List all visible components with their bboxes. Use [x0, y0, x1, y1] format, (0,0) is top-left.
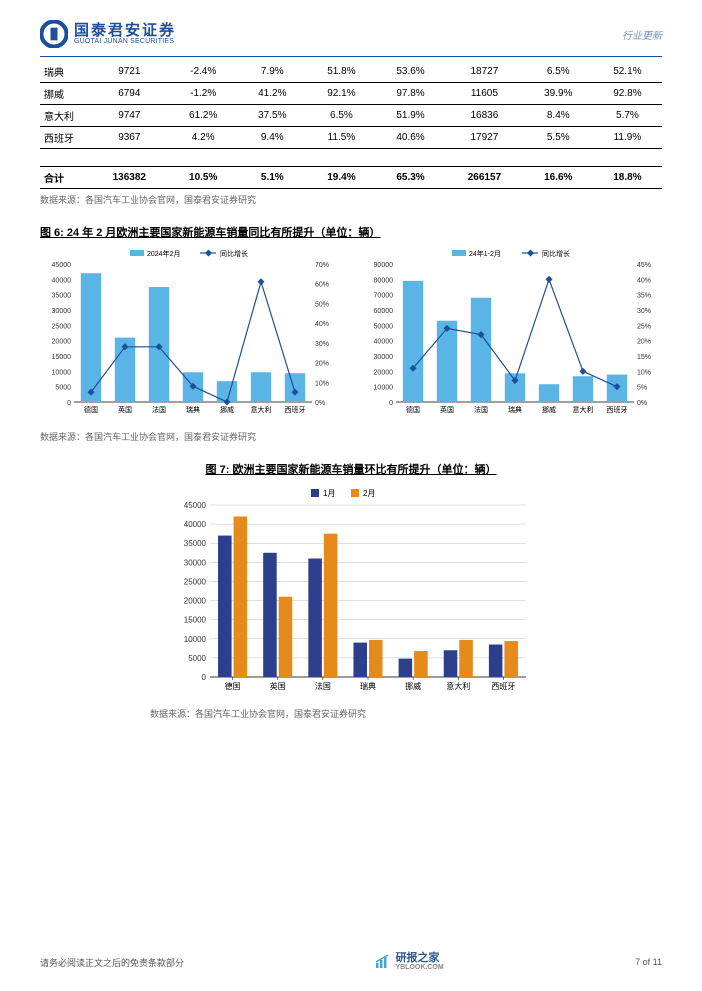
svg-text:0: 0	[202, 673, 207, 682]
svg-text:挪威: 挪威	[405, 681, 421, 691]
svg-text:法国: 法国	[315, 681, 331, 691]
svg-text:10000: 10000	[52, 369, 72, 376]
fig7-source: 数据来源：各国汽车工业协会官网，国泰君安证券研究	[150, 707, 662, 720]
logo-text-en: GUOTAI JUNAN SECURITIES	[74, 38, 176, 45]
fig6-title: 图 6: 24 年 2 月欧洲主要国家新能源车销量同比有所提升（单位：辆）	[40, 224, 662, 240]
svg-text:20%: 20%	[315, 361, 329, 368]
fig6-source: 数据来源：各国汽车工业协会官网，国泰君安证券研究	[40, 430, 662, 443]
svg-text:德国: 德国	[406, 405, 420, 414]
svg-text:意大利: 意大利	[251, 405, 272, 414]
svg-text:24年1-2月: 24年1-2月	[469, 249, 501, 258]
footer-disclaimer: 请务必阅读正文之后的免责条款部分	[40, 956, 184, 969]
svg-text:英国: 英国	[118, 405, 132, 414]
svg-text:0%: 0%	[315, 400, 325, 407]
svg-text:同比增长: 同比增长	[542, 249, 570, 258]
svg-text:45000: 45000	[52, 262, 72, 269]
svg-text:德国: 德国	[225, 681, 241, 691]
svg-text:2024年2月: 2024年2月	[147, 249, 180, 258]
svg-text:45%: 45%	[637, 262, 651, 269]
svg-text:瑞典: 瑞典	[360, 681, 376, 691]
svg-text:挪威: 挪威	[220, 405, 234, 414]
svg-text:意大利: 意大利	[446, 681, 470, 691]
svg-text:5%: 5%	[637, 385, 647, 392]
svg-text:1月: 1月	[323, 489, 335, 498]
fig6-chart-right: 0 10000 20000 30000 40000 50000 60000 70000 8000…	[362, 246, 662, 426]
page-number: 7 of 11	[635, 957, 662, 967]
svg-text:法国: 法国	[474, 405, 488, 414]
svg-text:35000: 35000	[52, 293, 72, 300]
svg-text:50000: 50000	[374, 323, 394, 330]
svg-text:挪威: 挪威	[542, 405, 556, 414]
svg-text:德国: 德国	[84, 405, 98, 414]
svg-text:0: 0	[67, 400, 71, 407]
svg-text:20000: 20000	[184, 597, 207, 606]
svg-text:法国: 法国	[152, 405, 166, 414]
svg-text:30%: 30%	[637, 308, 651, 315]
logo-text-cn: 国泰君安证券	[74, 23, 176, 38]
svg-text:70%: 70%	[315, 262, 329, 269]
svg-text:30000: 30000	[184, 558, 207, 567]
svg-text:30000: 30000	[52, 308, 72, 315]
table-row: 意大利974761.2%37.5%6.5%51.9%168368.4%5.7%	[40, 105, 662, 127]
table-total-row: 合计13638210.5%5.1%19.4%65.3%26615716.6%18…	[40, 167, 662, 189]
svg-text:10%: 10%	[637, 369, 651, 376]
svg-text:30%: 30%	[315, 341, 329, 348]
svg-text:40%: 40%	[637, 277, 651, 284]
fig7-title: 图 7: 欧洲主要国家新能源车销量环比有所提升（单位：辆）	[40, 461, 662, 477]
svg-text:40000: 40000	[184, 520, 207, 529]
svg-text:10%: 10%	[315, 380, 329, 387]
svg-text:60%: 60%	[315, 282, 329, 289]
svg-text:5000: 5000	[55, 385, 71, 392]
header-tag: 行业更新	[622, 27, 662, 42]
svg-text:5000: 5000	[188, 654, 206, 663]
svg-text:45000: 45000	[184, 501, 207, 510]
svg-text:西班牙: 西班牙	[607, 405, 628, 414]
svg-text:35000: 35000	[184, 539, 207, 548]
svg-text:25000: 25000	[184, 577, 207, 586]
footer-brand: 研报之家 YBLOOK.COM	[375, 953, 443, 971]
svg-text:英国: 英国	[270, 681, 286, 691]
table-row: 西班牙93674.2%9.4%11.5%40.6%179275.5%11.9%	[40, 127, 662, 149]
svg-text:瑞典: 瑞典	[186, 405, 200, 414]
svg-text:40000: 40000	[52, 277, 72, 284]
fig7-chart: 0 5000 10000 15000 20000 25000 30000 35000 40000…	[166, 483, 536, 703]
svg-text:20000: 20000	[52, 339, 72, 346]
svg-text:35%: 35%	[637, 293, 651, 300]
svg-text:0%: 0%	[637, 400, 647, 407]
header-divider	[40, 56, 662, 57]
svg-text:西班牙: 西班牙	[491, 681, 515, 691]
svg-text:意大利: 意大利	[573, 405, 594, 414]
svg-text:10000: 10000	[184, 635, 207, 644]
svg-text:60000: 60000	[374, 308, 394, 315]
svg-text:西班牙: 西班牙	[285, 405, 306, 414]
svg-text:0: 0	[389, 400, 393, 407]
svg-text:70000: 70000	[374, 293, 394, 300]
svg-text:25%: 25%	[637, 323, 651, 330]
svg-text:50%: 50%	[315, 301, 329, 308]
svg-text:20000: 20000	[374, 369, 394, 376]
svg-text:30000: 30000	[374, 354, 394, 361]
svg-text:90000: 90000	[374, 262, 394, 269]
logo-icon	[40, 20, 68, 48]
svg-text:40000: 40000	[374, 339, 394, 346]
footer-brand-icon	[375, 954, 391, 970]
table-row: 挪威6794-1.2%41.2%92.1%97.8%1160539.9%92.8…	[40, 83, 662, 105]
svg-text:20%: 20%	[637, 339, 651, 346]
svg-text:15000: 15000	[52, 354, 72, 361]
svg-text:同比增长: 同比增长	[220, 249, 248, 258]
svg-text:瑞典: 瑞典	[508, 405, 522, 414]
svg-text:15%: 15%	[637, 354, 651, 361]
data-table: 瑞典9721-2.4%7.9%51.8%53.6%187276.5%52.1%挪…	[40, 61, 662, 189]
company-logo: 国泰君安证券 GUOTAI JUNAN SECURITIES	[40, 20, 176, 48]
svg-text:80000: 80000	[374, 277, 394, 284]
svg-text:40%: 40%	[315, 321, 329, 328]
table-row: 瑞典9721-2.4%7.9%51.8%53.6%187276.5%52.1%	[40, 61, 662, 83]
svg-text:25000: 25000	[52, 323, 72, 330]
svg-text:10000: 10000	[374, 385, 394, 392]
fig6-chart-left: 0 5000 10000 15000 20000 25000 30000 35000 40000…	[40, 246, 340, 426]
svg-text:2月: 2月	[363, 489, 375, 498]
table-source: 数据来源：各国汽车工业协会官网，国泰君安证券研究	[40, 193, 662, 206]
svg-text:英国: 英国	[440, 405, 454, 414]
svg-text:15000: 15000	[184, 616, 207, 625]
